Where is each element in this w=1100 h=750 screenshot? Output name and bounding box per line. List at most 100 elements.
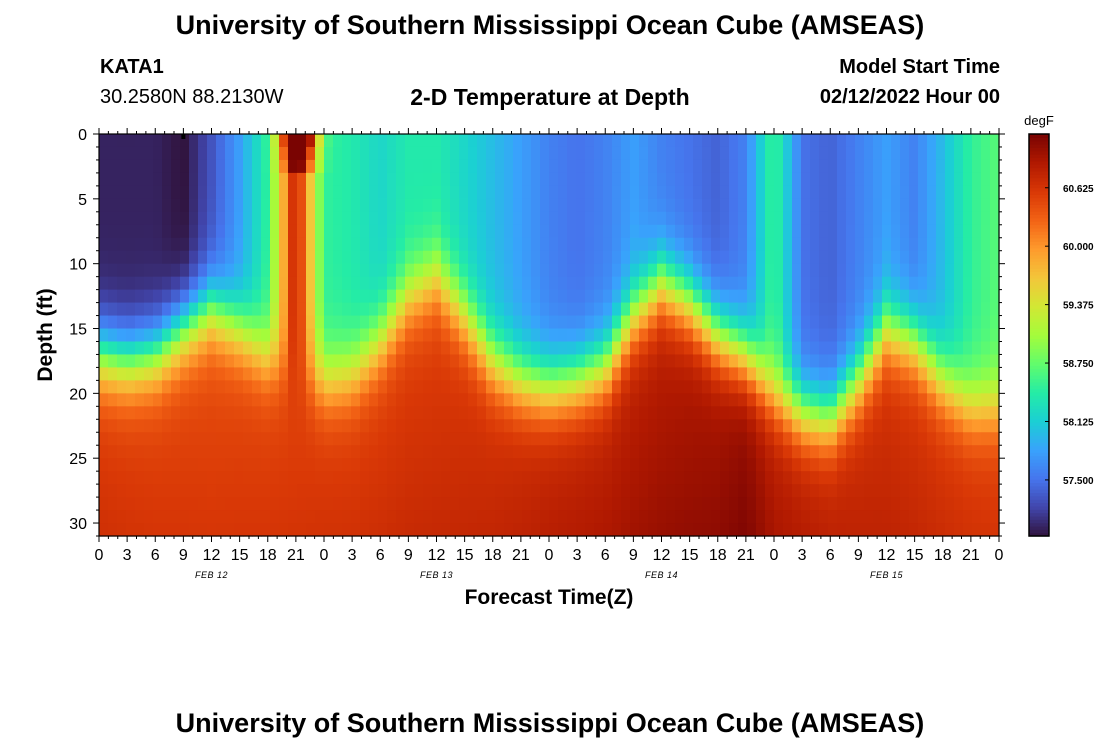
- heatmap-cell: [252, 146, 262, 161]
- heatmap-cell: [684, 523, 694, 537]
- heatmap-cell: [774, 510, 784, 524]
- heatmap-cell: [666, 341, 676, 356]
- heatmap-cell: [540, 497, 550, 511]
- heatmap-cell: [819, 237, 829, 252]
- heatmap-cell: [513, 497, 523, 511]
- heatmap-cell: [288, 432, 298, 446]
- heatmap-cell: [549, 367, 559, 381]
- heatmap-cell: [540, 354, 550, 369]
- heatmap-cell: [594, 289, 604, 304]
- heatmap-cell: [693, 523, 703, 537]
- heatmap-cell: [423, 276, 433, 291]
- heatmap-cell: [639, 497, 649, 511]
- heatmap-cell: [612, 419, 622, 433]
- heatmap-cell: [153, 419, 163, 433]
- heatmap-cell: [585, 263, 595, 278]
- heatmap-cell: [702, 237, 712, 252]
- heatmap-cell: [243, 497, 253, 511]
- heatmap-cell: [540, 380, 550, 394]
- heatmap-cell: [324, 484, 334, 498]
- heatmap-cell: [774, 406, 784, 420]
- x-tick-label: 18: [484, 547, 502, 564]
- heatmap-cell: [279, 211, 289, 226]
- heatmap-cell: [675, 263, 685, 278]
- heatmap-cell: [657, 302, 667, 317]
- heatmap-cell: [252, 211, 262, 226]
- heatmap-cell: [900, 341, 910, 356]
- heatmap-cell: [711, 276, 721, 291]
- heatmap-cell: [189, 263, 199, 278]
- heatmap-cell: [180, 471, 190, 485]
- y-tick-label: 0: [78, 127, 87, 144]
- heatmap-cell: [189, 458, 199, 472]
- heatmap-cell: [135, 315, 145, 330]
- heatmap-cell: [99, 237, 109, 252]
- heatmap-cell: [756, 134, 766, 148]
- heatmap-cell: [909, 432, 919, 446]
- heatmap-cell: [288, 406, 298, 420]
- heatmap-cell: [459, 510, 469, 524]
- heatmap-cell: [171, 406, 181, 420]
- heatmap-cell: [108, 406, 118, 420]
- heatmap-cell: [522, 445, 532, 459]
- heatmap-cell: [666, 445, 676, 459]
- heatmap-cell: [378, 276, 388, 291]
- heatmap-cell: [585, 302, 595, 317]
- heatmap-cell: [369, 445, 379, 459]
- chart-subtitle: 2-D Temperature at Depth: [410, 84, 690, 110]
- heatmap-cell: [180, 289, 190, 304]
- heatmap-cell: [927, 380, 937, 394]
- heatmap-cell: [891, 445, 901, 459]
- heatmap-cell: [936, 354, 946, 369]
- heatmap-cell: [621, 263, 631, 278]
- heatmap-cell: [972, 185, 982, 200]
- heatmap-cell: [315, 523, 325, 537]
- heatmap-cell: [252, 237, 262, 252]
- heatmap-cell: [855, 172, 865, 187]
- heatmap-cell: [270, 237, 280, 252]
- heatmap-cell: [171, 341, 181, 356]
- heatmap-cell: [819, 224, 829, 239]
- x-tick-label: 18: [934, 547, 952, 564]
- heatmap-cell: [837, 250, 847, 265]
- heatmap-cell: [846, 237, 856, 252]
- heatmap-cell: [558, 237, 568, 252]
- heatmap-cell: [243, 315, 253, 330]
- heatmap-cell: [846, 328, 856, 343]
- heatmap-cell: [315, 445, 325, 459]
- heatmap-cell: [477, 523, 487, 537]
- heatmap-cell: [864, 328, 874, 343]
- heatmap-cell: [819, 211, 829, 226]
- heatmap-cell: [351, 211, 361, 226]
- heatmap-cell: [873, 250, 883, 265]
- heatmap-cell: [837, 510, 847, 524]
- heatmap-cell: [675, 484, 685, 498]
- heatmap-cell: [459, 315, 469, 330]
- heatmap-cell: [720, 198, 730, 213]
- heatmap-cell: [792, 497, 802, 511]
- heatmap-cell: [810, 302, 820, 317]
- heatmap-cell: [738, 471, 748, 485]
- heatmap-cell: [297, 134, 307, 148]
- heatmap-cell: [783, 458, 793, 472]
- heatmap-cell: [990, 445, 1000, 459]
- heatmap-cell: [801, 497, 811, 511]
- heatmap-cell: [900, 406, 910, 420]
- heatmap-cell: [567, 250, 577, 265]
- heatmap-cell: [558, 172, 568, 187]
- heatmap-cell: [657, 445, 667, 459]
- heatmap-cell: [270, 393, 280, 407]
- colorbar-band: [1029, 505, 1049, 510]
- heatmap-cell: [945, 380, 955, 394]
- heatmap-cell: [288, 458, 298, 472]
- heatmap-cell: [351, 523, 361, 537]
- heatmap-cell: [720, 471, 730, 485]
- heatmap-cell: [810, 406, 820, 420]
- colorbar-band: [1029, 328, 1049, 333]
- heatmap-cell: [360, 185, 370, 200]
- heatmap-cell: [522, 302, 532, 317]
- heatmap-cell: [207, 172, 217, 187]
- heatmap-cell: [198, 315, 208, 330]
- heatmap-cell: [495, 393, 505, 407]
- colorbar-band: [1029, 415, 1049, 420]
